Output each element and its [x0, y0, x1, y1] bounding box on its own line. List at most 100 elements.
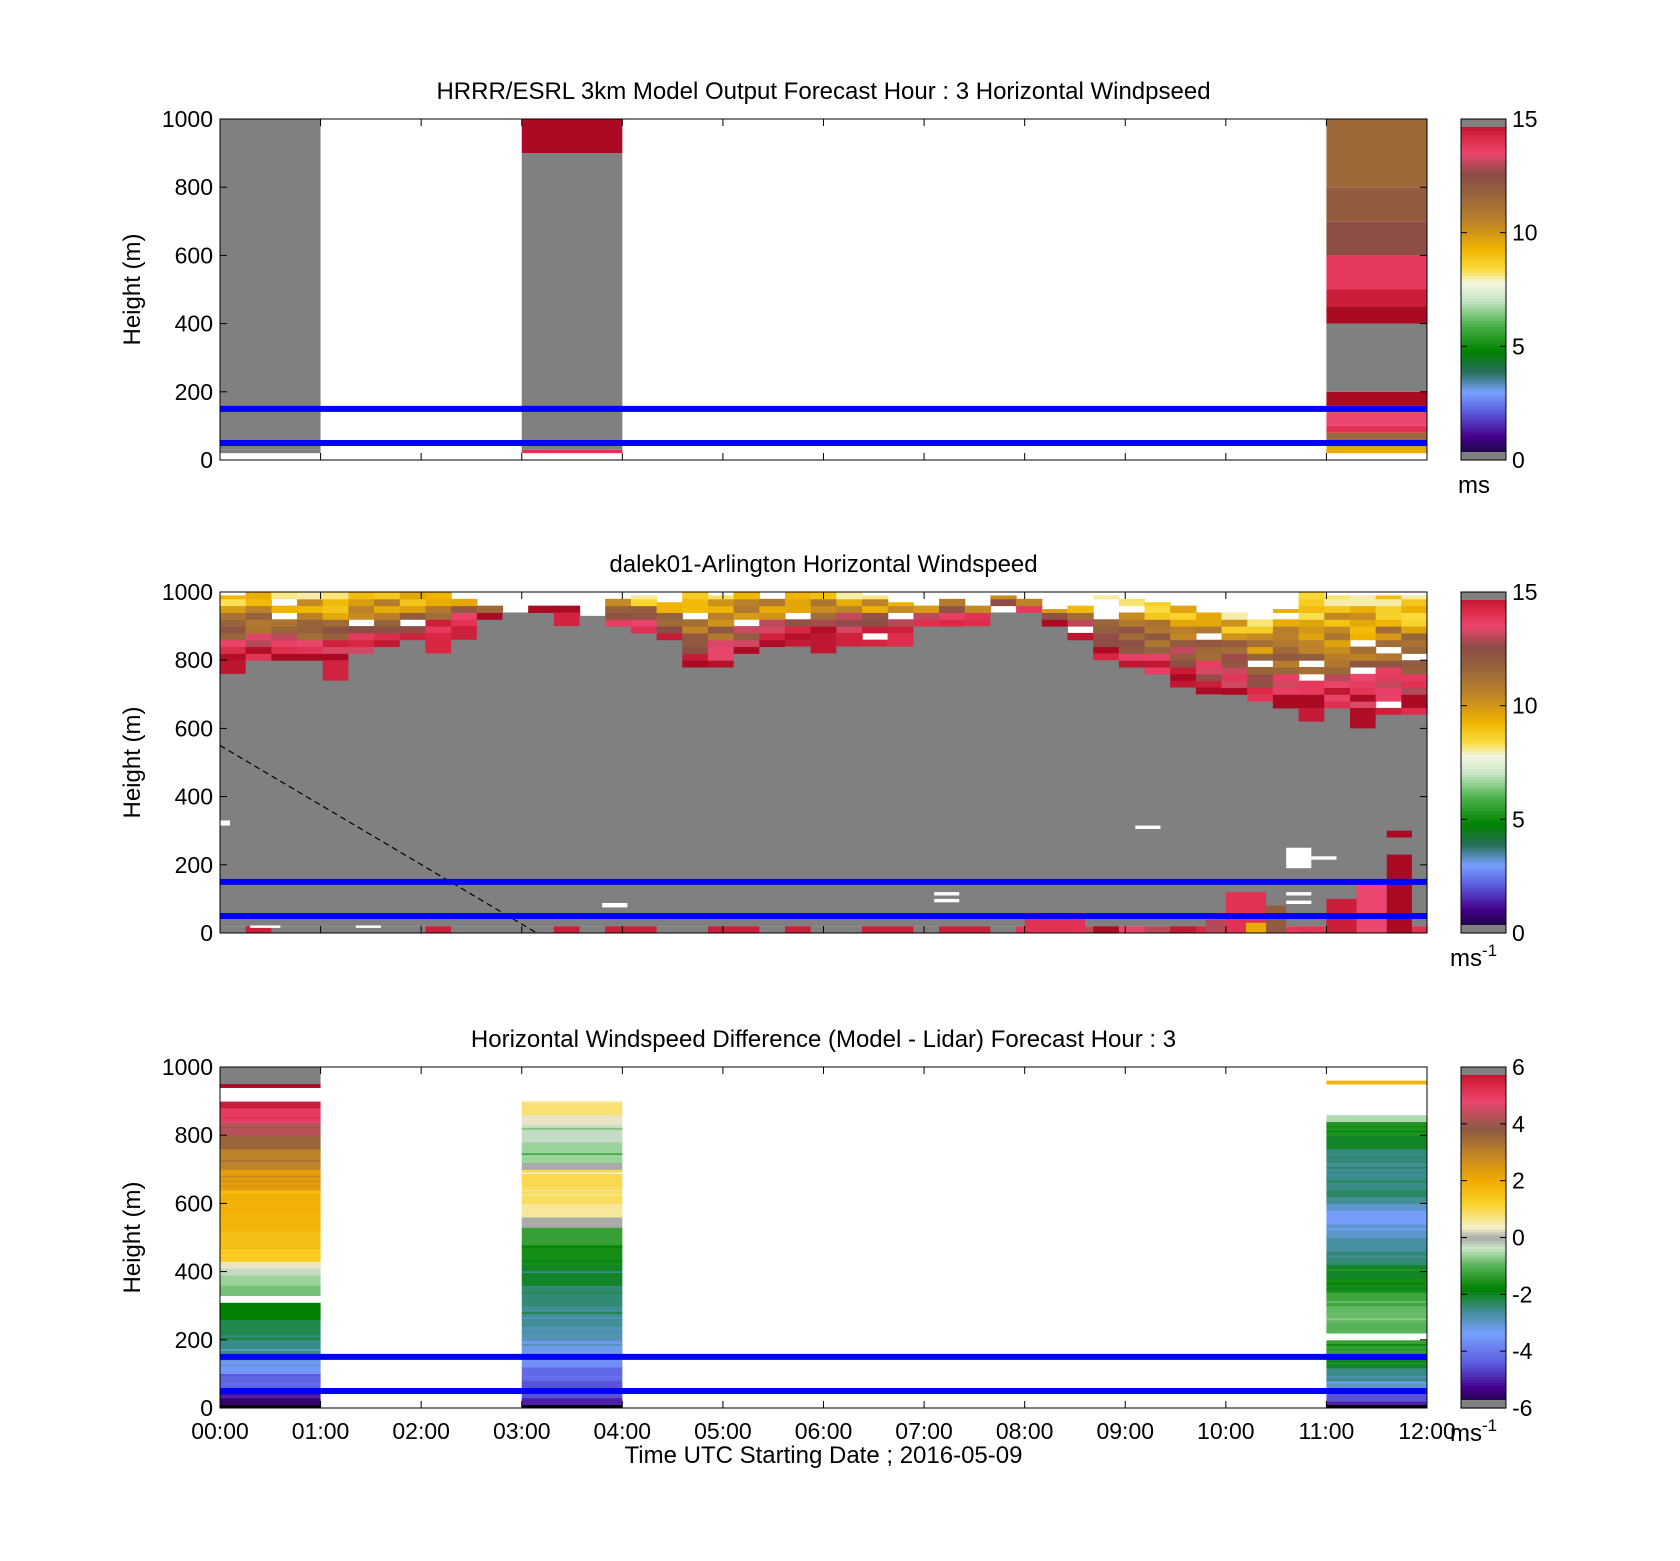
y-tick-label: 800 — [175, 647, 213, 673]
colorbar-segment — [1461, 751, 1506, 755]
lidar-cell — [553, 605, 581, 613]
lidar-cell — [836, 605, 863, 613]
diff-cell — [1326, 1148, 1427, 1151]
colorbar-segment — [1461, 665, 1506, 670]
diff-cell — [1326, 1332, 1427, 1341]
lidar-cell — [1170, 660, 1197, 668]
colorbar-segment — [1461, 218, 1506, 222]
lidar-cell — [630, 605, 658, 613]
lidar-cell — [1221, 653, 1248, 661]
colorbar-segment — [1461, 175, 1506, 180]
colorbar-units-base: ms — [1450, 945, 1482, 972]
colorbar-segment — [1461, 836, 1506, 840]
lidar-cell — [502, 926, 529, 933]
diff-cell — [521, 1153, 623, 1155]
colorbar-tick-label: 0 — [1512, 1225, 1525, 1251]
colorbar-tick-label: 0 — [1512, 447, 1525, 473]
colorbar-segment — [1461, 705, 1506, 710]
colorbar-segment — [1461, 289, 1506, 293]
colorbar-segment — [1461, 1246, 1506, 1250]
lidar-cell — [605, 926, 632, 933]
diff-cell — [220, 1135, 321, 1150]
diff-cell — [220, 1191, 321, 1194]
colorbar-segment — [1461, 263, 1506, 268]
colorbar-segment — [1461, 283, 1506, 288]
lidar-cell — [836, 632, 863, 647]
lidar-cell — [810, 598, 837, 607]
lidar-cell — [1221, 646, 1248, 654]
lidar-cell — [322, 660, 350, 681]
y-tick-label: 400 — [175, 784, 213, 810]
lidar-cell — [1041, 612, 1069, 620]
data-gap — [355, 925, 381, 928]
lidar-cell — [939, 626, 966, 927]
lidar-cell — [1401, 595, 1428, 600]
colorbar-segment — [1461, 403, 1506, 407]
colorbar-segment — [1461, 1192, 1506, 1196]
lidar-cell — [1272, 609, 1300, 613]
colorbar-segment — [1461, 1112, 1506, 1116]
lidar-cell — [836, 612, 863, 620]
diff-cell — [220, 1160, 321, 1162]
lidar-cell — [862, 612, 889, 620]
lidar-cell — [1170, 646, 1197, 654]
lidar-cell — [1170, 605, 1197, 613]
colorbar-segment — [1461, 1214, 1506, 1219]
colorbar-segment — [1461, 1260, 1506, 1264]
colorbar-segment — [1461, 1345, 1506, 1349]
lidar-cell — [862, 639, 889, 927]
colorbar-segment — [1461, 819, 1506, 823]
lidar-cell — [271, 605, 298, 613]
lidar-cell — [1221, 612, 1248, 620]
diff-cell — [1326, 1223, 1427, 1238]
lidar-cell — [1118, 660, 1146, 668]
lidar-cell — [862, 639, 889, 647]
lidar-cell — [322, 926, 350, 933]
colorbar-segment — [1461, 691, 1506, 695]
lidar-cell — [1401, 639, 1428, 648]
diff-cell — [1326, 1125, 1427, 1128]
colorbar-segment — [1461, 719, 1506, 724]
lidar-cell — [1170, 926, 1197, 933]
colorbar-segment — [1461, 1263, 1506, 1267]
lidar-cell — [682, 632, 709, 641]
model-cell — [521, 119, 623, 154]
lidar-cell — [1272, 660, 1300, 668]
colorbar-segment — [1461, 201, 1506, 205]
diff-cell — [220, 1211, 321, 1214]
chart-title: HRRR/ESRL 3km Model Output Forecast Hour… — [436, 78, 1210, 105]
diff-cell — [220, 1369, 321, 1372]
colorbar-segment — [1461, 1396, 1506, 1401]
diff-cell — [220, 1243, 321, 1246]
colorbar-segment — [1461, 782, 1506, 786]
y-tick-label: 200 — [175, 1327, 213, 1353]
lidar-cell — [1170, 680, 1197, 688]
colorbar-segment — [1461, 414, 1506, 418]
x-tick-label: 08:00 — [996, 1418, 1054, 1444]
lidar-cell — [1349, 687, 1377, 695]
diff-cell — [220, 1373, 321, 1389]
lidar-cell — [887, 602, 914, 607]
lidar-cell — [1375, 605, 1402, 613]
lidar-cell — [1324, 667, 1351, 675]
lidar-cell — [784, 605, 812, 613]
colorbar-segment — [1461, 1183, 1506, 1187]
colorbar-segment — [1461, 1197, 1506, 1202]
lidar-cell — [1195, 653, 1223, 661]
lidar-cell — [322, 619, 350, 627]
lidar-cell — [220, 646, 247, 654]
lidar-cell — [1195, 687, 1223, 927]
lidar-cell — [1324, 598, 1351, 607]
lidar-cell — [1144, 605, 1171, 613]
colorbar-tick-label: 15 — [1512, 106, 1538, 132]
model-cell — [1326, 323, 1427, 392]
lidar-cell — [1221, 660, 1248, 668]
colorbar-segment — [1461, 1334, 1506, 1338]
lidar-cell — [1298, 592, 1325, 600]
colorbar-segment — [1461, 312, 1506, 316]
lidar-cell — [1375, 653, 1402, 661]
lidar-cell — [1247, 701, 1274, 927]
lidar-cell — [1221, 687, 1248, 695]
lidar-cell — [707, 626, 735, 634]
colorbar-segment — [1461, 442, 1506, 447]
